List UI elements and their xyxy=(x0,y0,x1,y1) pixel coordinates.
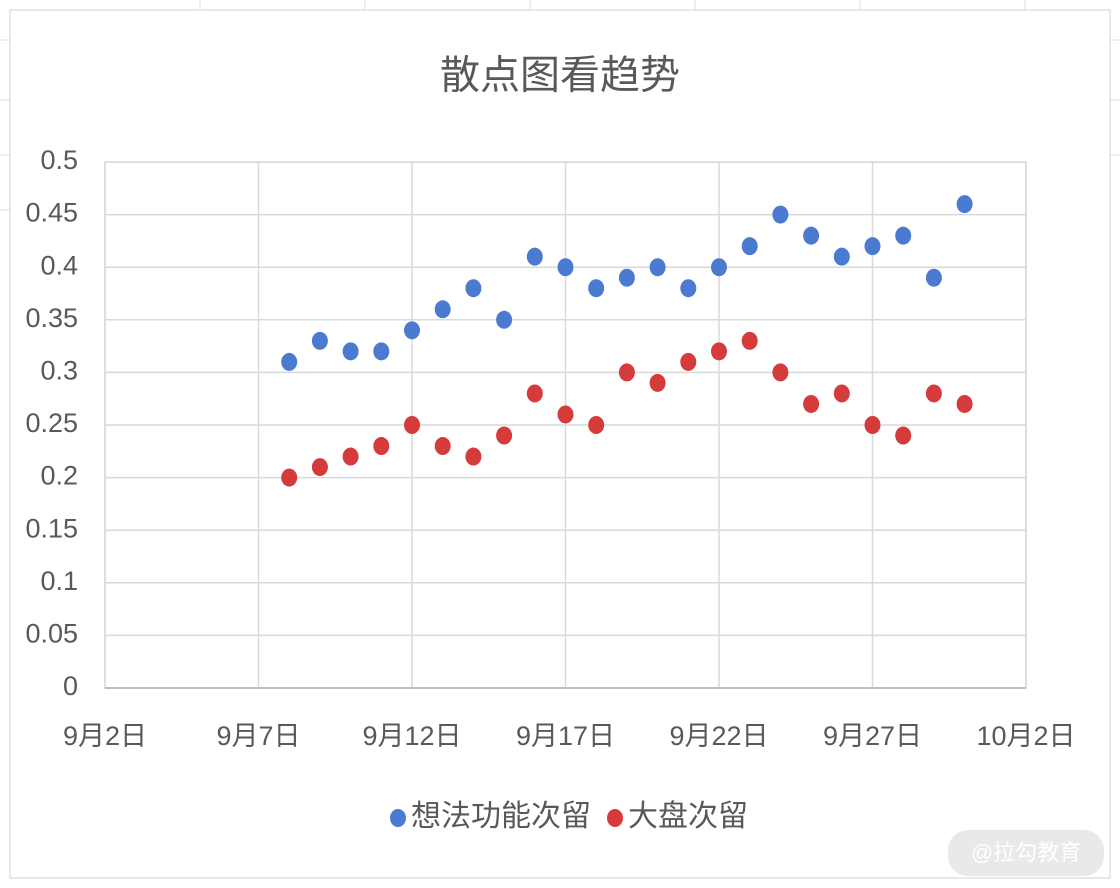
point xyxy=(680,352,697,371)
x-tick-label: 9月22日 xyxy=(669,721,768,751)
watermark-bg xyxy=(948,830,1104,876)
point xyxy=(925,268,942,287)
point xyxy=(496,310,513,329)
x-tick-label: 10月2日 xyxy=(976,721,1075,751)
point xyxy=(557,405,574,424)
point xyxy=(526,247,543,266)
legend: 想法功能次留 大盘次留 xyxy=(390,800,748,833)
y-tick-label: 0.15 xyxy=(25,513,78,543)
point xyxy=(557,258,574,277)
y-tick-label: 0.5 xyxy=(40,145,78,175)
point xyxy=(711,342,727,361)
point xyxy=(956,195,973,214)
point xyxy=(281,352,298,371)
point xyxy=(649,258,666,277)
point xyxy=(281,468,298,487)
point xyxy=(588,279,605,298)
point xyxy=(772,363,789,382)
y-tick-label: 0.35 xyxy=(25,303,78,333)
x-tick-label: 9月7日 xyxy=(216,721,300,751)
y-tick-label: 0 xyxy=(63,671,78,701)
point xyxy=(895,426,912,445)
point xyxy=(895,226,912,245)
point xyxy=(342,342,359,361)
x-tick-label: 9月2日 xyxy=(63,721,147,751)
point xyxy=(311,331,328,350)
y-tick-label: 0.4 xyxy=(40,250,78,280)
point xyxy=(465,279,482,298)
point xyxy=(741,237,758,256)
legend-label: 想法功能次留 xyxy=(411,800,591,833)
point xyxy=(680,279,697,298)
y-tick-label: 0.25 xyxy=(25,408,78,438)
x-tick-label: 9月27日 xyxy=(823,721,922,751)
point xyxy=(526,384,543,403)
point xyxy=(833,247,850,266)
y-tick-label: 0.3 xyxy=(40,356,78,386)
point xyxy=(342,447,359,466)
point xyxy=(434,437,451,456)
point xyxy=(925,384,942,403)
watermark: @拉勾教育 xyxy=(971,840,1081,865)
point xyxy=(465,447,482,466)
point xyxy=(434,300,451,319)
x-tick-label: 9月17日 xyxy=(516,721,615,751)
y-tick-label: 0.2 xyxy=(40,461,78,491)
point xyxy=(741,331,758,350)
point xyxy=(711,258,727,277)
point xyxy=(496,426,513,445)
y-tick-label: 0.05 xyxy=(25,619,78,649)
point xyxy=(373,342,390,361)
point xyxy=(404,416,420,434)
point xyxy=(803,394,820,413)
point xyxy=(618,268,635,287)
y-tick-label: 0.1 xyxy=(40,566,78,596)
point xyxy=(833,384,850,403)
point xyxy=(956,394,973,413)
y-tick-label: 0.45 xyxy=(25,198,78,228)
point xyxy=(404,321,420,340)
point xyxy=(618,363,635,382)
sheet-grid xyxy=(0,0,1120,211)
chart-frame xyxy=(9,9,1111,879)
x-tick-label: 9月12日 xyxy=(362,721,461,751)
point xyxy=(373,437,390,456)
legend-marker xyxy=(607,809,623,827)
point xyxy=(864,237,881,256)
chart-title: 散点图看趋势 xyxy=(440,54,680,98)
legend-marker xyxy=(390,809,406,827)
point xyxy=(649,373,666,392)
legend-label: 大盘次留 xyxy=(628,800,748,833)
point xyxy=(772,205,789,224)
point xyxy=(803,226,820,245)
point xyxy=(588,416,605,434)
point xyxy=(864,416,881,434)
point xyxy=(311,458,328,477)
